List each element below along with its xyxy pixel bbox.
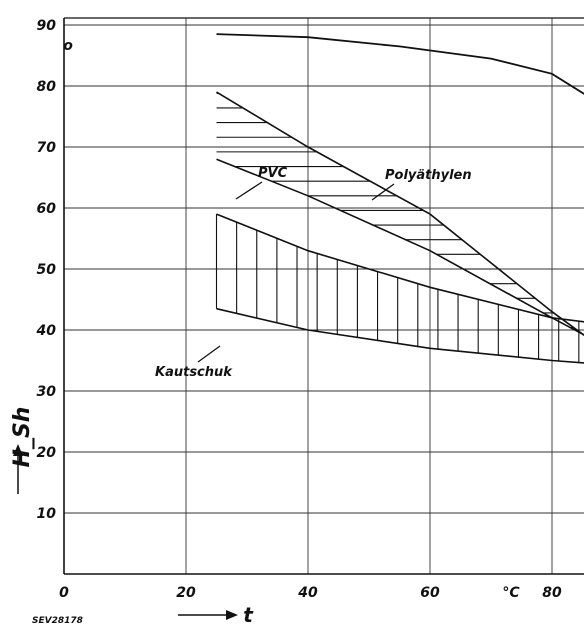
leader-pvc [235,181,263,200]
y-tick-label: 30 [37,384,57,400]
label-kautschuk: Kautschuk [155,365,233,380]
y-tick-label: 20 [37,445,57,461]
x-tick-label: 80 [542,585,562,601]
y-axis-title: H_Sh [10,407,35,468]
band-kautschuk [215,213,584,364]
band-lower-edge [216,158,584,336]
x-unit-label: °C [502,585,520,601]
y-tick-label: 40 [36,323,57,339]
y-tick-label: 50 [37,262,57,278]
leader-polyathylen [371,183,395,201]
leader-kautschuk [197,345,221,363]
series [216,33,584,95]
y-tick-label: 10 [37,506,57,522]
x-axis-label: t [178,603,254,626]
label-polyathylen: Polyäthylen [385,168,472,183]
grid [64,18,584,574]
x-tick-label: 60 [420,585,440,601]
x-axis-title: t [243,603,254,626]
band-upper-edge [216,213,584,323]
x-tick-label: 0 [59,585,69,601]
label-pvc: PVC [258,166,288,181]
y-tick-label: 70 [37,140,57,156]
y-tick-label: 80 [37,79,57,95]
bands [215,91,584,364]
plot-frame [63,17,584,575]
band-lower-edge [216,307,584,364]
band-pvc [216,91,584,337]
y-axis-label: H_Sh [10,407,35,494]
x-axis-arrowhead [226,610,238,620]
x-tick-label: 20 [176,585,196,601]
y-unit-label: o [63,38,73,54]
y-axis-arrowhead [13,444,23,456]
band-upper-edge [216,91,584,337]
tick-labels: 020406080100120140160102030405060708090 [36,18,562,601]
series-line-polyäthylen [216,33,584,95]
y-tick-label: 60 [37,201,57,217]
reference-code: SEV28178 [32,616,83,626]
y-tick-label: 90 [37,18,57,34]
x-tick-label: 40 [297,585,318,601]
